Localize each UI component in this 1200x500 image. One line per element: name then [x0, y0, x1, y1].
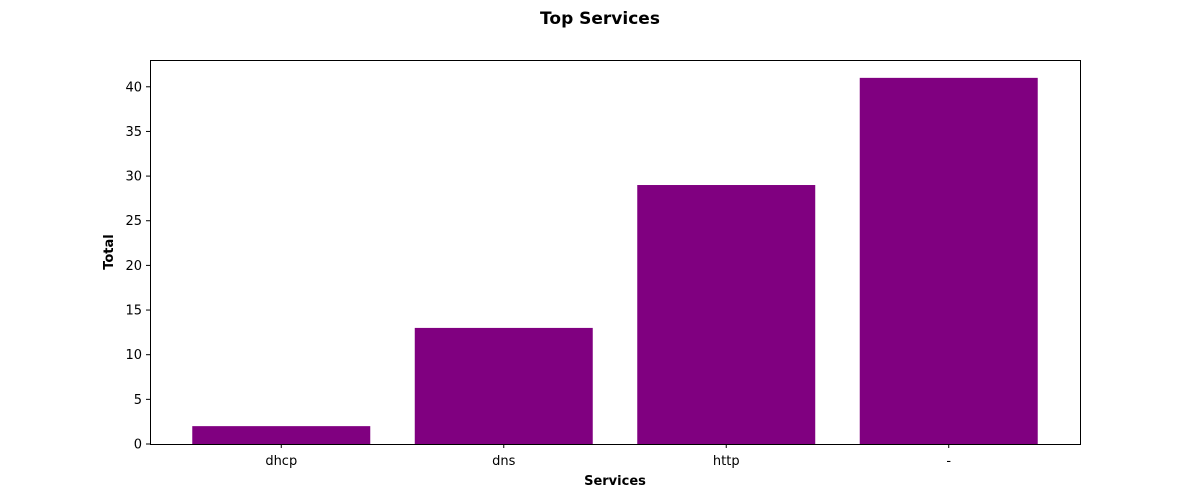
y-axis: 0 5 10 15 20 25 30 35 40	[125, 80, 150, 453]
y-tick-label-0: 0	[134, 438, 142, 453]
x-tick-label-3: -	[946, 454, 951, 469]
bar-2	[637, 185, 816, 444]
y-axis-label: Total	[102, 234, 117, 270]
bar-0	[192, 426, 371, 444]
bar-3	[859, 77, 1038, 445]
x-axis: dhcp dns http -	[265, 444, 951, 469]
y-tick-label-1: 5	[134, 393, 142, 408]
chart-title: Top Services	[540, 9, 660, 29]
x-axis-label: Services	[584, 474, 646, 489]
y-tick-label-7: 35	[125, 125, 142, 140]
y-tick-label-4: 20	[125, 259, 142, 274]
plot-frame	[150, 60, 1081, 445]
x-tick-label-2: http	[713, 454, 740, 469]
y-tick-label-6: 30	[125, 170, 142, 185]
bar-1	[414, 327, 593, 444]
y-tick-label-3: 15	[125, 304, 142, 319]
y-tick-label-8: 40	[125, 80, 142, 95]
x-tick-label-0: dhcp	[265, 454, 297, 469]
y-tick-label-5: 25	[125, 214, 142, 229]
y-tick-label-2: 10	[125, 348, 142, 363]
x-tick-label-1: dns	[492, 454, 515, 469]
bars-group	[192, 77, 1038, 445]
